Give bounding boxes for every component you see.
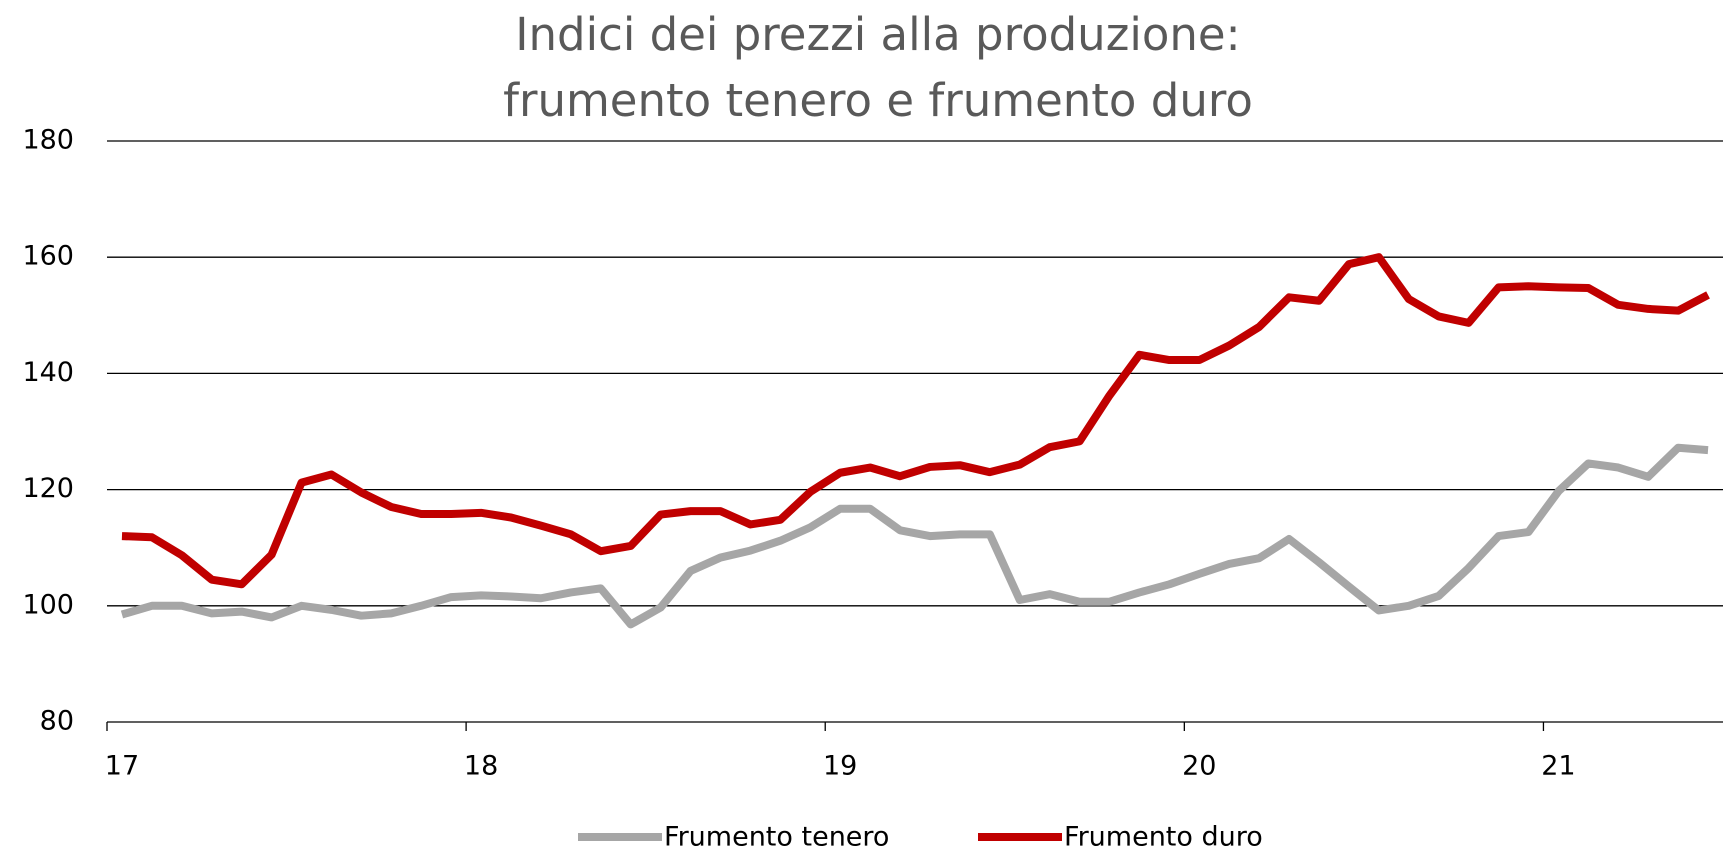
y-tick-label: 120 <box>22 473 74 504</box>
x-tick-label: 18 <box>464 751 498 782</box>
y-tick-label: 140 <box>22 357 74 388</box>
y-tick-label: 160 <box>22 241 74 272</box>
series-line <box>121 253 1710 589</box>
series-line <box>120 443 1709 629</box>
x-tick-label: 20 <box>1182 751 1216 782</box>
x-tick-label: 19 <box>823 751 857 782</box>
x-tick-label: 21 <box>1541 751 1575 782</box>
legend-label: Frumento tenero <box>664 822 889 853</box>
y-tick-label: 80 <box>40 706 74 737</box>
chart-title: frumento tenero e frumento duro <box>503 74 1253 127</box>
chart-title: Indici dei prezzi alla produzione: <box>515 8 1240 61</box>
x-tick-label: 17 <box>105 751 139 782</box>
legend-label: Frumento duro <box>1064 822 1263 853</box>
y-tick-label: 100 <box>22 589 74 620</box>
y-tick-label: 180 <box>22 125 74 156</box>
